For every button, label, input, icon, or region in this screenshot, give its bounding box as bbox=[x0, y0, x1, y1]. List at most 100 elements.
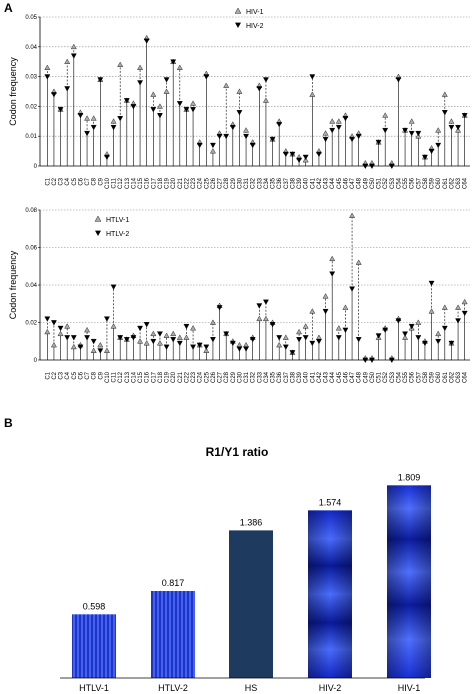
x-axis-ticks: C1 C2 C3 C4 C5 C6 C7 C8 C9 C10 C11 C12 C13 C14 C15 C16 C… bbox=[45, 371, 468, 383]
x-tick-label: C9 bbox=[98, 371, 104, 379]
series-2-markers bbox=[44, 271, 468, 364]
series-2-point bbox=[402, 127, 409, 134]
series-1-point bbox=[209, 319, 216, 325]
x-tick-label: C40 bbox=[304, 177, 310, 189]
bar-category-label: HIV-2 bbox=[319, 683, 342, 693]
series-2-point bbox=[269, 136, 276, 143]
series-2-point bbox=[50, 320, 57, 326]
series-2-point bbox=[117, 116, 124, 122]
series-2-point bbox=[329, 271, 336, 277]
x-tick-label: C59 bbox=[430, 371, 436, 383]
series-1-point bbox=[163, 332, 170, 338]
series-2-point bbox=[249, 337, 256, 343]
y-axis-label: Codon frequency bbox=[8, 57, 18, 126]
series-2-point bbox=[209, 337, 216, 343]
series-2-point bbox=[190, 344, 197, 350]
series-2-point bbox=[322, 136, 329, 143]
x-tick-label: C20 bbox=[171, 177, 177, 189]
x-tick-label: C16 bbox=[145, 177, 151, 189]
series-2-point bbox=[216, 305, 223, 311]
series-1-point bbox=[322, 130, 329, 136]
x-tick-label: C15 bbox=[138, 177, 144, 189]
series-2-point bbox=[296, 337, 303, 343]
x-tick-label: C56 bbox=[410, 177, 416, 189]
series-1-point bbox=[110, 118, 117, 124]
x-tick-label: C38 bbox=[290, 177, 296, 189]
x-tick-label: C41 bbox=[310, 177, 316, 189]
x-tick-label: C49 bbox=[363, 371, 369, 383]
x-tick-label: C8 bbox=[92, 371, 98, 379]
x-tick-label: C5 bbox=[72, 177, 78, 185]
x-tick-label: C61 bbox=[443, 371, 449, 383]
x-tick-label: C43 bbox=[324, 371, 330, 383]
x-tick-label: C2 bbox=[52, 177, 58, 185]
series-1-point bbox=[64, 58, 71, 64]
x-tick-label: C26 bbox=[211, 371, 217, 383]
series-2-point bbox=[77, 344, 84, 350]
chart-title: R1/Y1 ratio bbox=[206, 445, 269, 459]
x-tick-label: C35 bbox=[271, 177, 277, 189]
series-2-point bbox=[44, 316, 51, 322]
series-1-point bbox=[190, 325, 197, 331]
series-1-point bbox=[349, 212, 356, 218]
series-1-point bbox=[176, 334, 183, 340]
x-tick-label: C56 bbox=[410, 371, 416, 383]
x-tick-label: C38 bbox=[290, 371, 296, 383]
x-tick-label: C57 bbox=[416, 371, 422, 383]
series-1-point bbox=[335, 118, 342, 124]
x-tick-label: C4 bbox=[65, 371, 71, 379]
series-2-point bbox=[349, 286, 356, 292]
bar bbox=[72, 614, 116, 678]
series-1-point bbox=[342, 304, 349, 310]
series-2-point bbox=[269, 322, 276, 328]
series-2-point bbox=[342, 327, 349, 334]
x-tick-label: C46 bbox=[343, 371, 349, 383]
series-2-point bbox=[421, 154, 428, 161]
y-tick-label: 0 bbox=[34, 358, 38, 364]
x-tick-label: C19 bbox=[165, 177, 171, 189]
series-2-point bbox=[196, 142, 203, 149]
series-2-point bbox=[382, 127, 389, 134]
series-2-point bbox=[289, 151, 296, 158]
x-tick-label: C61 bbox=[443, 177, 449, 189]
x-tick-label: C3 bbox=[59, 371, 65, 379]
x-tick-label: C31 bbox=[244, 371, 250, 383]
series-2-point bbox=[143, 38, 150, 44]
x-tick-label: C35 bbox=[271, 371, 277, 383]
r1-y1-ratio-bar-chart: R1/Y1 ratio 0.598 HTLV-1 0.817 HTLV-2 1.386 H… bbox=[60, 445, 431, 693]
series-1-point bbox=[103, 347, 110, 353]
series-1-point bbox=[170, 330, 177, 337]
series-1-point bbox=[256, 315, 263, 322]
series-2-point bbox=[110, 124, 117, 131]
series-1-point bbox=[455, 304, 462, 310]
x-tick-label: C54 bbox=[396, 177, 402, 189]
series-1-point bbox=[329, 255, 336, 262]
series-1-point bbox=[64, 323, 71, 329]
x-tick-label: C21 bbox=[178, 371, 184, 383]
series-2-point bbox=[282, 151, 289, 158]
series-2-point bbox=[103, 154, 110, 161]
series-1-point bbox=[70, 343, 77, 350]
series-2-point bbox=[123, 98, 130, 104]
series-2-point bbox=[395, 318, 402, 324]
x-tick-label: C39 bbox=[297, 177, 303, 189]
bar-category-label: HIV-1 bbox=[398, 683, 421, 693]
series-1-point bbox=[90, 115, 97, 121]
series-2-point bbox=[428, 280, 435, 287]
x-tick-label: C18 bbox=[158, 371, 164, 383]
series-2-point bbox=[176, 101, 183, 107]
series-1-point bbox=[315, 334, 322, 340]
series-2-point bbox=[302, 154, 309, 161]
series-2-point bbox=[302, 335, 309, 341]
bar-value-label: 0.598 bbox=[83, 601, 106, 611]
series-2-point bbox=[441, 110, 448, 116]
series-2-point bbox=[97, 77, 104, 83]
legend: HIV-1 HIV-2 bbox=[234, 7, 264, 30]
series-1-point bbox=[97, 341, 104, 348]
x-tick-label: C42 bbox=[317, 371, 323, 383]
series-2-point bbox=[150, 107, 157, 113]
series-1-point bbox=[322, 293, 329, 299]
x-tick-label: C63 bbox=[456, 177, 462, 189]
x-tick-label: C59 bbox=[430, 177, 436, 189]
series-2-point bbox=[289, 350, 296, 356]
